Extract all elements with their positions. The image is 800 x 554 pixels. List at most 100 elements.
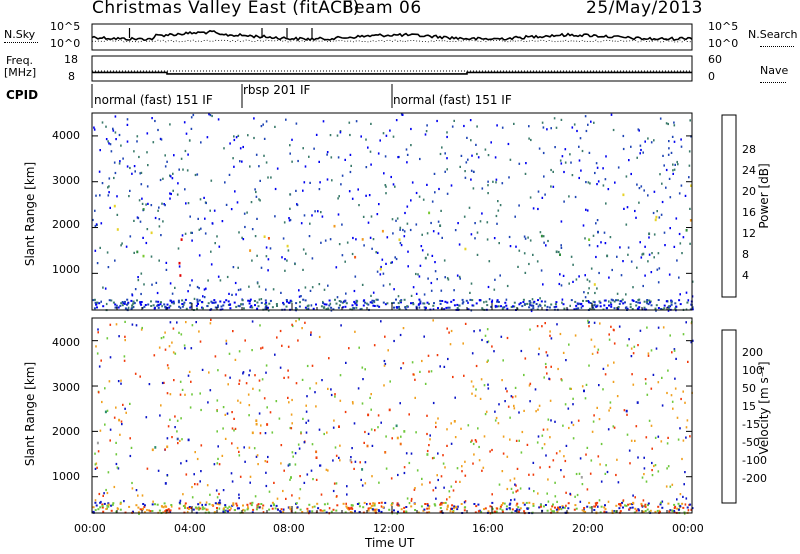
- velocity-panel-ground-cell: [344, 511, 347, 514]
- velocity-panel-noise-cell: [651, 469, 653, 472]
- power-panel-ground-cell: [657, 307, 660, 309]
- velocity-panel-ground-cell: [190, 507, 193, 509]
- velocity-panel-noise-cell: [274, 353, 276, 356]
- power-panel-ground-cell: [150, 305, 153, 307]
- velocity-panel-noise-cell: [631, 373, 633, 376]
- velocity-panel-noise-cell: [446, 428, 448, 431]
- velocity-panel-ground-cell: [252, 508, 255, 511]
- power-panel-noise-cell: [561, 155, 564, 158]
- velocity-panel-noise-cell: [521, 430, 524, 434]
- power-panel-ground-cell: [686, 301, 689, 304]
- velocity-panel-echo-cell: [388, 408, 391, 412]
- power-panel-noise-cell: [643, 189, 645, 192]
- power-panel-ground-cell: [588, 301, 590, 304]
- power-panel-noise-cell: [560, 118, 563, 121]
- power-panel-noise-cell: [114, 131, 117, 134]
- velocity-panel-ground-cell: [372, 509, 375, 512]
- power-panel-ground-cell: [444, 300, 447, 303]
- power-panel-noise-cell: [267, 258, 270, 261]
- power-panel-ground-cell: [211, 301, 214, 304]
- power-panel-noise-cell: [576, 129, 578, 133]
- power-panel-noise-cell: [431, 200, 434, 203]
- power-panel-noise-cell: [365, 194, 367, 197]
- power-panel-noise-cell: [691, 280, 694, 283]
- power-panel-ground-cell: [485, 300, 488, 303]
- power-panel-ground-cell: [570, 299, 573, 302]
- power-panel-ground-cell: [92, 299, 95, 302]
- power-panel-noise-cell: [422, 198, 425, 201]
- velocity-panel-noise-cell: [565, 491, 567, 494]
- power-panel-noise-cell: [274, 215, 276, 218]
- power-panel-ground-cell: [264, 307, 267, 310]
- power-panel-noise-cell: [415, 223, 418, 226]
- velocity-panel-noise-cell: [354, 460, 357, 463]
- velocity-panel-noise-cell: [608, 409, 610, 412]
- power-panel-noise-cell: [420, 245, 423, 248]
- power-panel-noise-cell: [553, 117, 556, 120]
- velocity-panel-noise-cell: [261, 507, 264, 510]
- velocity-panel-noise-cell: [166, 474, 169, 477]
- power-panel-noise-cell: [232, 157, 234, 160]
- power-panel-noise-cell: [568, 282, 570, 285]
- velocity-panel-noise-cell: [291, 494, 293, 497]
- power-panel-noise-cell: [487, 192, 489, 195]
- velocity-panel-noise-cell: [160, 404, 162, 407]
- velocity-panel-ground-cell: [119, 508, 122, 511]
- power-panel-noise-cell: [571, 126, 574, 129]
- velocity-panel-ground-cell: [649, 509, 652, 512]
- power-panel-ground-cell: [667, 307, 670, 310]
- velocity-panel-ground-cell: [686, 506, 689, 509]
- velocity-panel-ground-cell: [483, 508, 485, 511]
- power-panel-ground-cell: [670, 300, 673, 303]
- power-panel-noise-cell: [661, 182, 663, 185]
- power-panel-noise-cell: [385, 262, 387, 265]
- velocity-panel-ground-cell: [528, 501, 531, 504]
- velocity-panel-ground-cell: [671, 510, 674, 513]
- power-panel-noise-cell: [177, 247, 180, 250]
- power-panel-noise-cell: [107, 186, 109, 189]
- velocity-panel-noise-cell: [607, 364, 609, 367]
- power-panel-noise-cell: [410, 144, 412, 147]
- velocity-panel-noise-cell: [248, 374, 250, 377]
- velocity-panel-ground-cell: [517, 506, 520, 509]
- power-panel-ground-cell: [610, 305, 613, 308]
- power-panel-noise-cell: [146, 132, 149, 135]
- power-panel-noise-cell: [560, 246, 563, 249]
- power-panel-ground-cell: [581, 305, 584, 308]
- power-panel-noise-cell: [437, 220, 440, 223]
- power-panel-noise-cell: [616, 292, 619, 295]
- power-panel-noise-cell: [381, 258, 384, 261]
- velocity-panel-noise-cell: [338, 456, 340, 459]
- velocity-panel-ground-cell: [647, 502, 650, 505]
- velocity-panel-noise-cell: [471, 352, 474, 355]
- velocity-panel-noise-cell: [191, 496, 194, 499]
- power-panel-ground-cell: [282, 301, 285, 304]
- velocity-panel-noise-cell: [361, 484, 364, 487]
- velocity-panel-noise-cell: [159, 414, 161, 417]
- power-panel-noise-cell: [384, 155, 387, 158]
- velocity-panel-echo-cell: [583, 389, 585, 393]
- power-panel-noise-cell: [202, 295, 204, 298]
- power-panel-noise-cell: [171, 177, 174, 180]
- velocity-panel-ground-cell: [508, 503, 511, 506]
- power-panel-noise-cell: [187, 290, 189, 293]
- velocity-panel-echo-cell: [315, 450, 318, 454]
- velocity-panel-ground-cell: [405, 510, 408, 513]
- velocity-panel-noise-cell: [545, 366, 547, 369]
- velocity-panel-noise-cell: [598, 499, 601, 502]
- power-panel-ground-cell: [417, 303, 420, 306]
- velocity-panel-noise-cell: [662, 326, 665, 329]
- power-panel-noise-cell: [298, 289, 300, 292]
- power-panel-noise-cell: [156, 291, 159, 295]
- velocity-panel-noise-cell: [247, 393, 250, 396]
- power-panel-noise-cell: [600, 241, 602, 244]
- power-panel-noise-cell: [136, 135, 139, 138]
- power-panel-noise-cell: [572, 280, 574, 283]
- power-panel-noise-cell: [360, 135, 362, 138]
- power-panel-noise-cell: [371, 247, 373, 250]
- power-panel-noise-cell: [337, 156, 340, 159]
- velocity-panel-noise-cell: [646, 326, 648, 329]
- velocity-panel-echo-cell: [266, 423, 269, 426]
- power-panel-ground-cell: [345, 302, 348, 305]
- power-panel-noise-cell: [284, 258, 286, 261]
